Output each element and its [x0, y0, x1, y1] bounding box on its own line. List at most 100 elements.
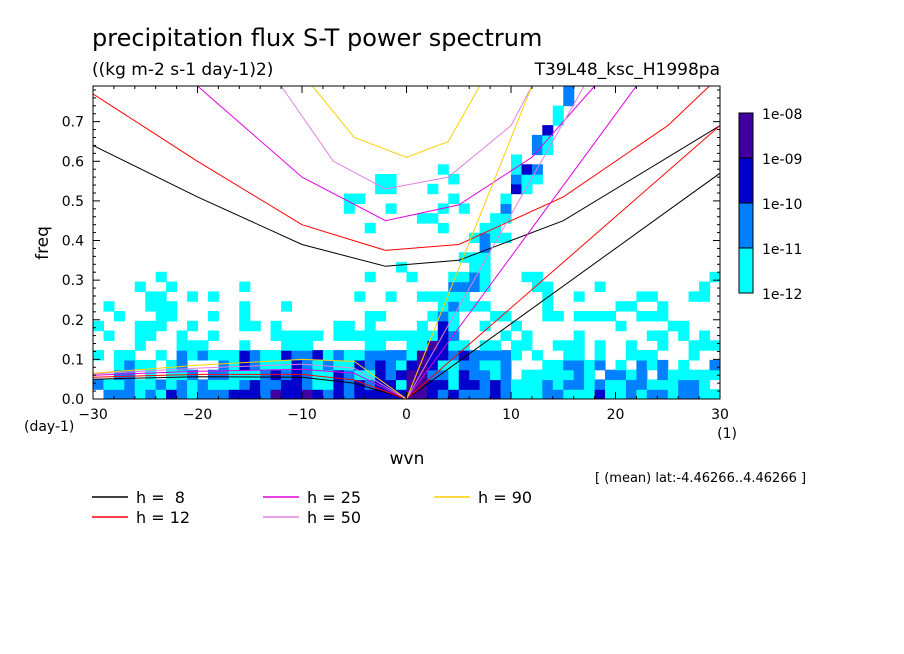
x-axis-label: wvn [390, 449, 425, 469]
y-tick-label: 0.5 [62, 194, 84, 210]
heatmap-cell [552, 369, 564, 381]
heatmap-cell [260, 369, 272, 381]
ig-wave-curve-h8 [93, 125, 720, 267]
heatmap-cell [678, 369, 690, 381]
heatmap-cell [249, 379, 261, 390]
heatmap-cell [469, 271, 481, 283]
heatmap-cell [521, 389, 533, 399]
heatmap-cell [458, 252, 470, 263]
heatmap-cell [490, 232, 502, 244]
heatmap-cell [354, 193, 366, 204]
heatmap-cell [678, 320, 690, 332]
heatmap-cell [469, 281, 481, 292]
heatmap-cell [490, 340, 502, 351]
heatmap-cell [678, 359, 690, 371]
heatmap-cell [155, 320, 167, 332]
heatmap-cell [187, 379, 199, 390]
heatmap-cell [312, 330, 324, 341]
heatmap-cell [469, 232, 481, 244]
heatmap-cell [406, 369, 418, 381]
heatmap-cell [531, 134, 543, 146]
y-tick-label: 0.2 [62, 313, 84, 329]
heatmap-cell [312, 350, 324, 361]
heatmap-cell [448, 379, 460, 390]
heatmap-cell [437, 389, 449, 399]
heatmap-cell [584, 359, 596, 371]
rossby-wave-curve-h90 [93, 358, 407, 399]
heatmap-cell [531, 389, 543, 399]
heatmap-cell [479, 379, 491, 390]
heatmap-cell [176, 359, 188, 371]
heatmap-cell [542, 311, 554, 322]
heatmap-cell [291, 330, 303, 341]
heatmap-cell [605, 369, 616, 381]
heatmap-cell [385, 183, 397, 195]
heatmap-cell [458, 389, 470, 399]
heatmap-cell [437, 359, 449, 371]
heatmap-cell [176, 379, 188, 390]
heatmap-cell [521, 330, 533, 341]
heatmap-cell [615, 389, 627, 399]
heatmap-cell [354, 291, 366, 302]
heatmap-cell [145, 379, 157, 390]
x-tick-label: 20 [607, 407, 625, 423]
x-tick-label: 30 [711, 407, 729, 423]
heatmap-cell [416, 389, 428, 399]
heatmap-cell [458, 359, 470, 371]
heatmap-cell [375, 174, 387, 185]
heatmap-cell [699, 389, 711, 399]
heatmap-cell [678, 330, 690, 341]
heatmap-cell [709, 271, 720, 283]
heatmap-cell [448, 369, 460, 381]
heatmap-cell [437, 350, 449, 361]
heatmap-cell [406, 271, 418, 283]
colorbar-label: 1e-11 [762, 242, 802, 258]
heatmap-cell [511, 379, 522, 390]
heatmap-cell [416, 330, 428, 341]
heatmap-cell [448, 291, 460, 302]
heatmap-cell [113, 389, 125, 399]
heatmap-cell [500, 389, 512, 399]
heatmap-cell [260, 389, 272, 399]
heatmap-cell [479, 252, 491, 263]
heatmap-cell [469, 379, 481, 390]
heatmap-cell [176, 340, 188, 351]
heatmap-cell [448, 340, 460, 351]
heatmap-cell [542, 291, 554, 302]
heatmap-cell [458, 340, 470, 351]
heatmap-cell [646, 359, 658, 371]
heatmap-cell [594, 379, 606, 390]
heatmap-cell [134, 359, 146, 371]
heatmap-cell [364, 359, 376, 371]
heatmap-cell [688, 340, 700, 351]
rossby-wave-curve-h12 [93, 373, 407, 399]
heatmap-cell [479, 301, 491, 312]
rossby-wave-curve-h8 [93, 376, 407, 399]
heatmap-cell [302, 350, 313, 361]
heatmap-cell [709, 389, 720, 399]
heatmap-cell [594, 359, 606, 371]
heatmap-cell [458, 203, 470, 214]
heatmap-cell [291, 350, 303, 361]
heatmap-cell [302, 330, 313, 341]
heatmap-cell [239, 379, 251, 390]
heatmap-cell [239, 301, 251, 312]
heatmap-cell [364, 369, 376, 381]
heatmap-cell [542, 379, 554, 390]
heatmap-cell [416, 340, 428, 351]
heatmap-cell [176, 330, 188, 341]
colorbar: 1e-12 1e-11 1e-10 1e-09 1e-08 [738, 107, 802, 303]
heatmap-cell [333, 330, 345, 341]
heatmap-cell [187, 389, 199, 399]
heatmap-cell [437, 320, 449, 332]
heatmap-cell [103, 301, 115, 312]
heatmap-cell [427, 291, 439, 302]
heatmap-cell [270, 389, 282, 399]
heatmap-cell [343, 389, 355, 399]
kelvin-wave-curve-h50 [406, 86, 585, 399]
rossby-wave-curve-h25 [93, 368, 407, 399]
heatmap-cell [657, 389, 669, 399]
heatmap-cell [479, 320, 491, 332]
heatmap-cell [333, 350, 345, 361]
heatmap-cell [458, 369, 470, 381]
